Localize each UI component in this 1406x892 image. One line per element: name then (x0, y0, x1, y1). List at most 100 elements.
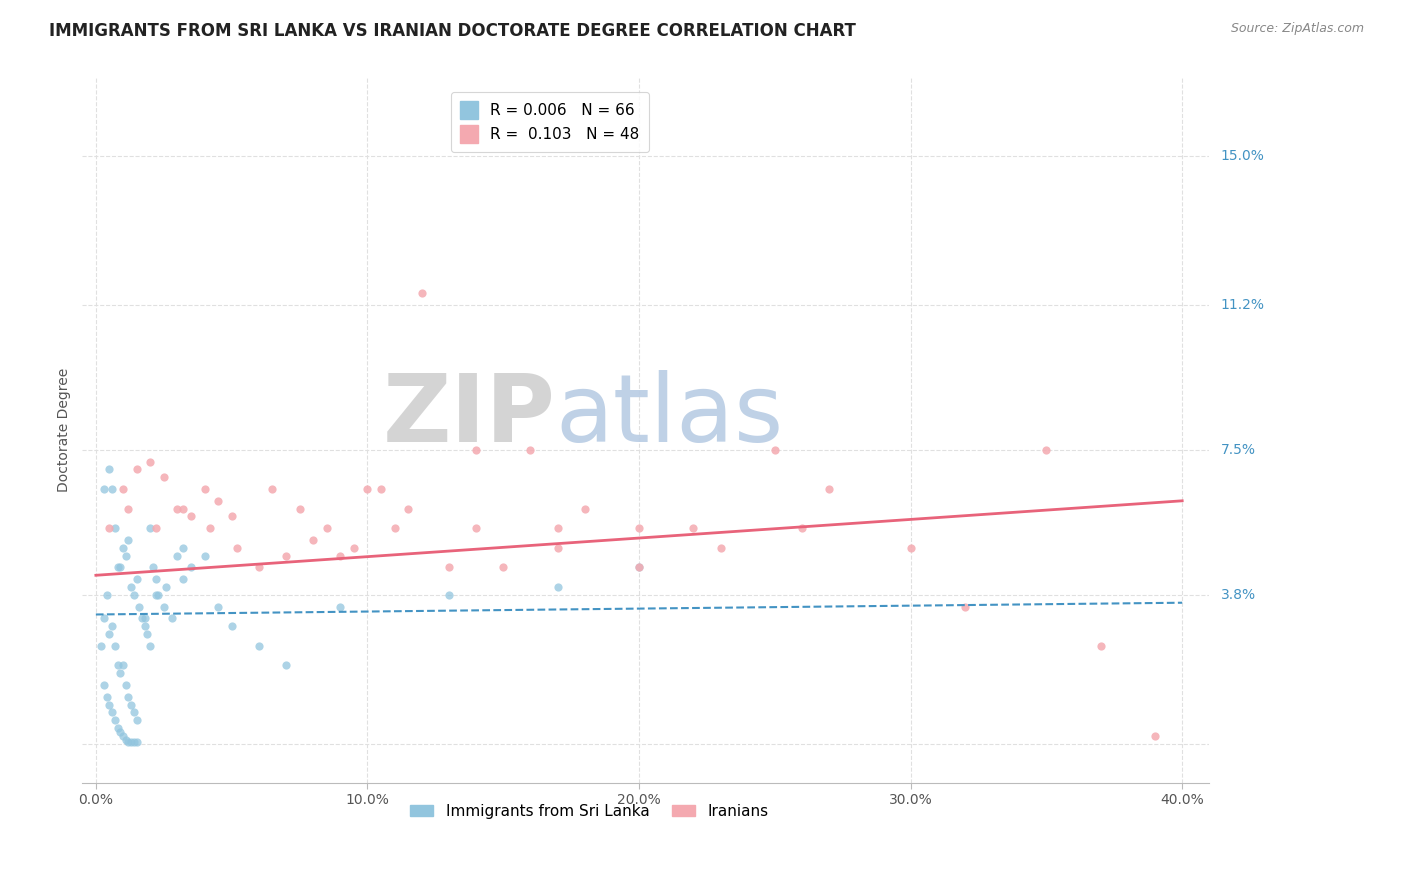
Text: 15.0%: 15.0% (1220, 149, 1264, 163)
Point (131, 611, 153, 625)
Point (628, 560, 651, 574)
Point (628, 521, 651, 535)
Point (114, 678, 136, 692)
Point (180, 560, 202, 574)
Point (763, 442, 786, 457)
Point (172, 541, 194, 555)
Point (492, 560, 515, 574)
Text: 3.8%: 3.8% (1220, 588, 1256, 602)
Point (98, 521, 121, 535)
Point (117, 501, 139, 516)
Point (302, 533, 325, 547)
Point (193, 549, 215, 563)
Point (122, 706, 145, 720)
Point (221, 619, 243, 633)
Point (1035, 442, 1057, 457)
Text: atlas: atlas (555, 370, 785, 462)
Point (139, 639, 162, 653)
Point (262, 482, 284, 496)
Point (172, 501, 194, 516)
Text: ZIP: ZIP (382, 370, 555, 462)
Point (98, 627, 121, 641)
Point (166, 501, 188, 516)
Point (155, 580, 177, 594)
Point (110, 725, 132, 739)
Point (900, 541, 922, 555)
Point (112, 482, 135, 496)
Point (207, 493, 229, 508)
Point (136, 627, 159, 641)
Point (107, 560, 129, 574)
Point (818, 482, 841, 496)
Point (1144, 729, 1167, 743)
Point (437, 588, 460, 602)
Point (122, 735, 145, 749)
Point (288, 501, 311, 516)
Point (547, 541, 569, 555)
Point (180, 509, 202, 524)
Point (110, 560, 132, 574)
Y-axis label: Doctorate Degree: Doctorate Degree (58, 368, 72, 492)
Point (274, 658, 297, 673)
Point (101, 619, 124, 633)
Point (682, 521, 704, 535)
Point (145, 588, 167, 602)
Point (226, 541, 249, 555)
Point (628, 560, 651, 574)
Point (134, 619, 156, 633)
Point (953, 599, 976, 614)
Point (120, 580, 142, 594)
Point (117, 735, 139, 749)
Point (329, 599, 352, 614)
Point (396, 501, 419, 516)
Point (274, 549, 297, 563)
Point (125, 572, 148, 586)
Point (152, 599, 174, 614)
Point (384, 521, 406, 535)
Point (134, 611, 156, 625)
Point (139, 454, 162, 468)
Point (90, 639, 112, 653)
Point (104, 521, 127, 535)
Point (114, 549, 136, 563)
Point (114, 733, 136, 747)
Point (329, 549, 352, 563)
Point (122, 588, 145, 602)
Point (370, 482, 392, 496)
Point (117, 533, 139, 547)
Point (112, 658, 135, 673)
Point (166, 549, 188, 563)
Point (112, 541, 135, 555)
Text: Source: ZipAtlas.com: Source: ZipAtlas.com (1230, 22, 1364, 36)
Point (790, 521, 813, 535)
Point (207, 599, 229, 614)
Point (128, 599, 150, 614)
Point (93, 678, 115, 692)
Point (221, 509, 243, 524)
Point (110, 666, 132, 681)
Point (120, 698, 142, 712)
Point (547, 580, 569, 594)
Point (117, 690, 139, 704)
Point (142, 560, 165, 574)
Point (411, 286, 433, 301)
Point (101, 482, 124, 496)
Point (315, 521, 337, 535)
Point (145, 521, 167, 535)
Point (343, 541, 366, 555)
Point (112, 729, 135, 743)
Point (104, 714, 127, 728)
Point (172, 572, 194, 586)
Point (152, 470, 174, 484)
Point (465, 442, 488, 457)
Text: IMMIGRANTS FROM SRI LANKA VS IRANIAN DOCTORATE DEGREE CORRELATION CHART: IMMIGRANTS FROM SRI LANKA VS IRANIAN DOC… (49, 22, 856, 40)
Text: 7.5%: 7.5% (1220, 442, 1256, 457)
Point (93, 482, 115, 496)
Point (125, 735, 148, 749)
Point (574, 501, 596, 516)
Point (148, 588, 170, 602)
Point (93, 611, 115, 625)
Point (101, 706, 124, 720)
Point (247, 639, 270, 653)
Point (107, 658, 129, 673)
